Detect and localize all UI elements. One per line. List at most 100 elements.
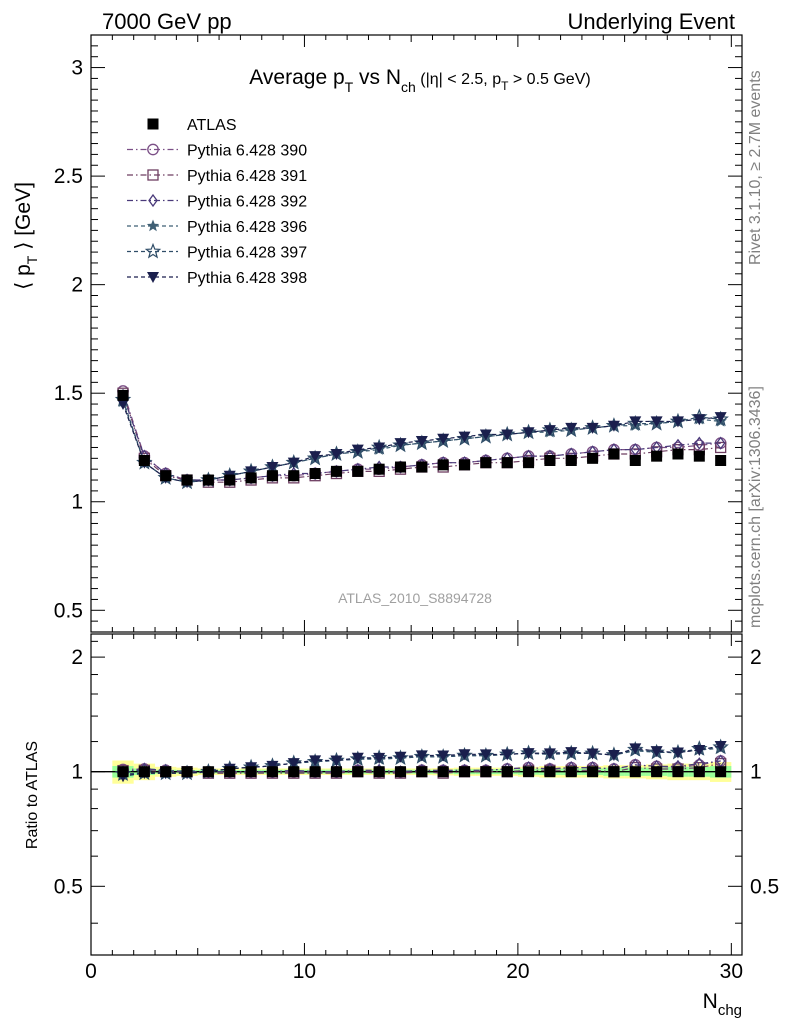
data-point [565, 454, 577, 466]
legend-label: ATLAS [187, 117, 237, 134]
ratio-point [437, 766, 449, 778]
data-point [224, 474, 236, 486]
ratio-point [160, 766, 172, 778]
legend-label: Pythia 6.428 398 [187, 270, 307, 287]
data-point [394, 461, 406, 473]
ratio-point [565, 766, 577, 778]
data-point [415, 435, 428, 447]
ratio-point [437, 750, 450, 762]
axes: 0 10 20 30 0.5 1 1.5 2 2.5 3 0.5 0.5 1 1 2 2 [54, 34, 779, 983]
ratio-point [543, 748, 556, 760]
data-point [245, 472, 257, 484]
legend-marker [147, 169, 159, 181]
y-tick-label: 3 [71, 57, 83, 80]
data-point [607, 420, 620, 432]
data-point [693, 450, 705, 462]
data-point [287, 457, 300, 469]
legend-marker [146, 219, 160, 232]
analysis-watermark: ATLAS_2010_S8894728 [338, 590, 492, 606]
series-pythia-6-428-396 [116, 395, 727, 781]
data-point [458, 431, 471, 443]
data-point [138, 454, 150, 466]
ratio-point [138, 766, 150, 778]
ratio-point [650, 746, 663, 758]
ratio-point [287, 758, 300, 770]
rivet-label: Rivet 3.1.10, ≥ 2.7M events [747, 70, 764, 265]
ratio-point [501, 749, 514, 761]
ratio-point [629, 766, 641, 778]
ratio-point [608, 766, 620, 778]
data-point [459, 459, 471, 471]
ratio-point [117, 766, 129, 778]
legend-entry: Pythia 6.428 398 [127, 270, 307, 287]
legend-label: Pythia 6.428 392 [187, 194, 307, 211]
ratio-point [651, 766, 663, 778]
ratio-point [459, 766, 471, 778]
data-point [501, 429, 514, 441]
data-point [501, 457, 513, 469]
data-point [629, 416, 642, 428]
ratio-point [266, 766, 278, 778]
legend-label: Pythia 6.428 390 [187, 143, 307, 160]
legend-label: Pythia 6.428 396 [187, 219, 307, 236]
ratio-point [181, 766, 193, 778]
legend-entry: ATLAS [147, 117, 237, 134]
data-point [715, 436, 726, 450]
ratio-point [394, 751, 407, 763]
data-point [266, 462, 279, 474]
ratio-point [224, 766, 236, 778]
ratio-point [309, 755, 322, 767]
ratio-point [202, 766, 214, 778]
legend-marker [148, 193, 158, 208]
ratio-point [607, 749, 620, 761]
legend-marker [147, 143, 159, 156]
series-line [122, 395, 721, 481]
data-point [608, 448, 620, 460]
data-point [202, 474, 214, 486]
ratio-point [309, 766, 321, 778]
data-point [416, 461, 428, 473]
ratio-point [479, 749, 492, 761]
data-point [352, 465, 364, 477]
y-tick-label: 2.5 [54, 165, 83, 188]
data-point [394, 438, 407, 450]
ratio-point [351, 752, 364, 764]
ratio-point [715, 766, 727, 778]
data-point [288, 470, 300, 482]
data-point [309, 451, 322, 463]
x-tick-label: 30 [720, 960, 743, 983]
legend-entry: Pythia 6.428 396 [127, 219, 307, 236]
data-point [672, 448, 684, 460]
x-tick-label: 10 [293, 960, 316, 983]
x-tick-label: 0 [85, 960, 97, 983]
ratio-y-tick-label-right: 2 [750, 646, 762, 669]
ratio-point [330, 755, 343, 767]
ratio-point [373, 752, 386, 764]
x-tick-label: 20 [506, 960, 529, 983]
ratio-y-tick-label: 2 [71, 646, 83, 669]
legend-entry: Pythia 6.428 397 [127, 242, 307, 262]
ratio-y-tick-label-right: 1 [750, 761, 762, 784]
data-point [715, 454, 727, 466]
ratio-point [394, 766, 406, 778]
legend-entry: Pythia 6.428 392 [127, 194, 307, 211]
data-point [522, 427, 535, 439]
y-tick-label: 2 [71, 274, 83, 297]
mcplots-label: mcplots.cern.ch [arXiv:1306.3436] [747, 386, 764, 628]
x-axis-label: Nchg [703, 990, 742, 1019]
legend-marker [147, 272, 159, 283]
ratio-point [672, 766, 684, 778]
y-tick-label: 1 [71, 491, 83, 514]
legend-label: Pythia 6.428 397 [187, 245, 307, 262]
ratio-point [458, 749, 471, 761]
ratio-point [330, 766, 342, 778]
legend-entry: Pythia 6.428 390 [127, 143, 307, 160]
ratio-point [523, 766, 535, 778]
data-point [245, 466, 258, 478]
ratio-series-line [122, 745, 721, 777]
y-axis-label: ⟨ pT ⟩ [GeV] [12, 182, 40, 290]
legend-label: Pythia 6.428 391 [187, 168, 307, 185]
data-point [309, 468, 321, 480]
